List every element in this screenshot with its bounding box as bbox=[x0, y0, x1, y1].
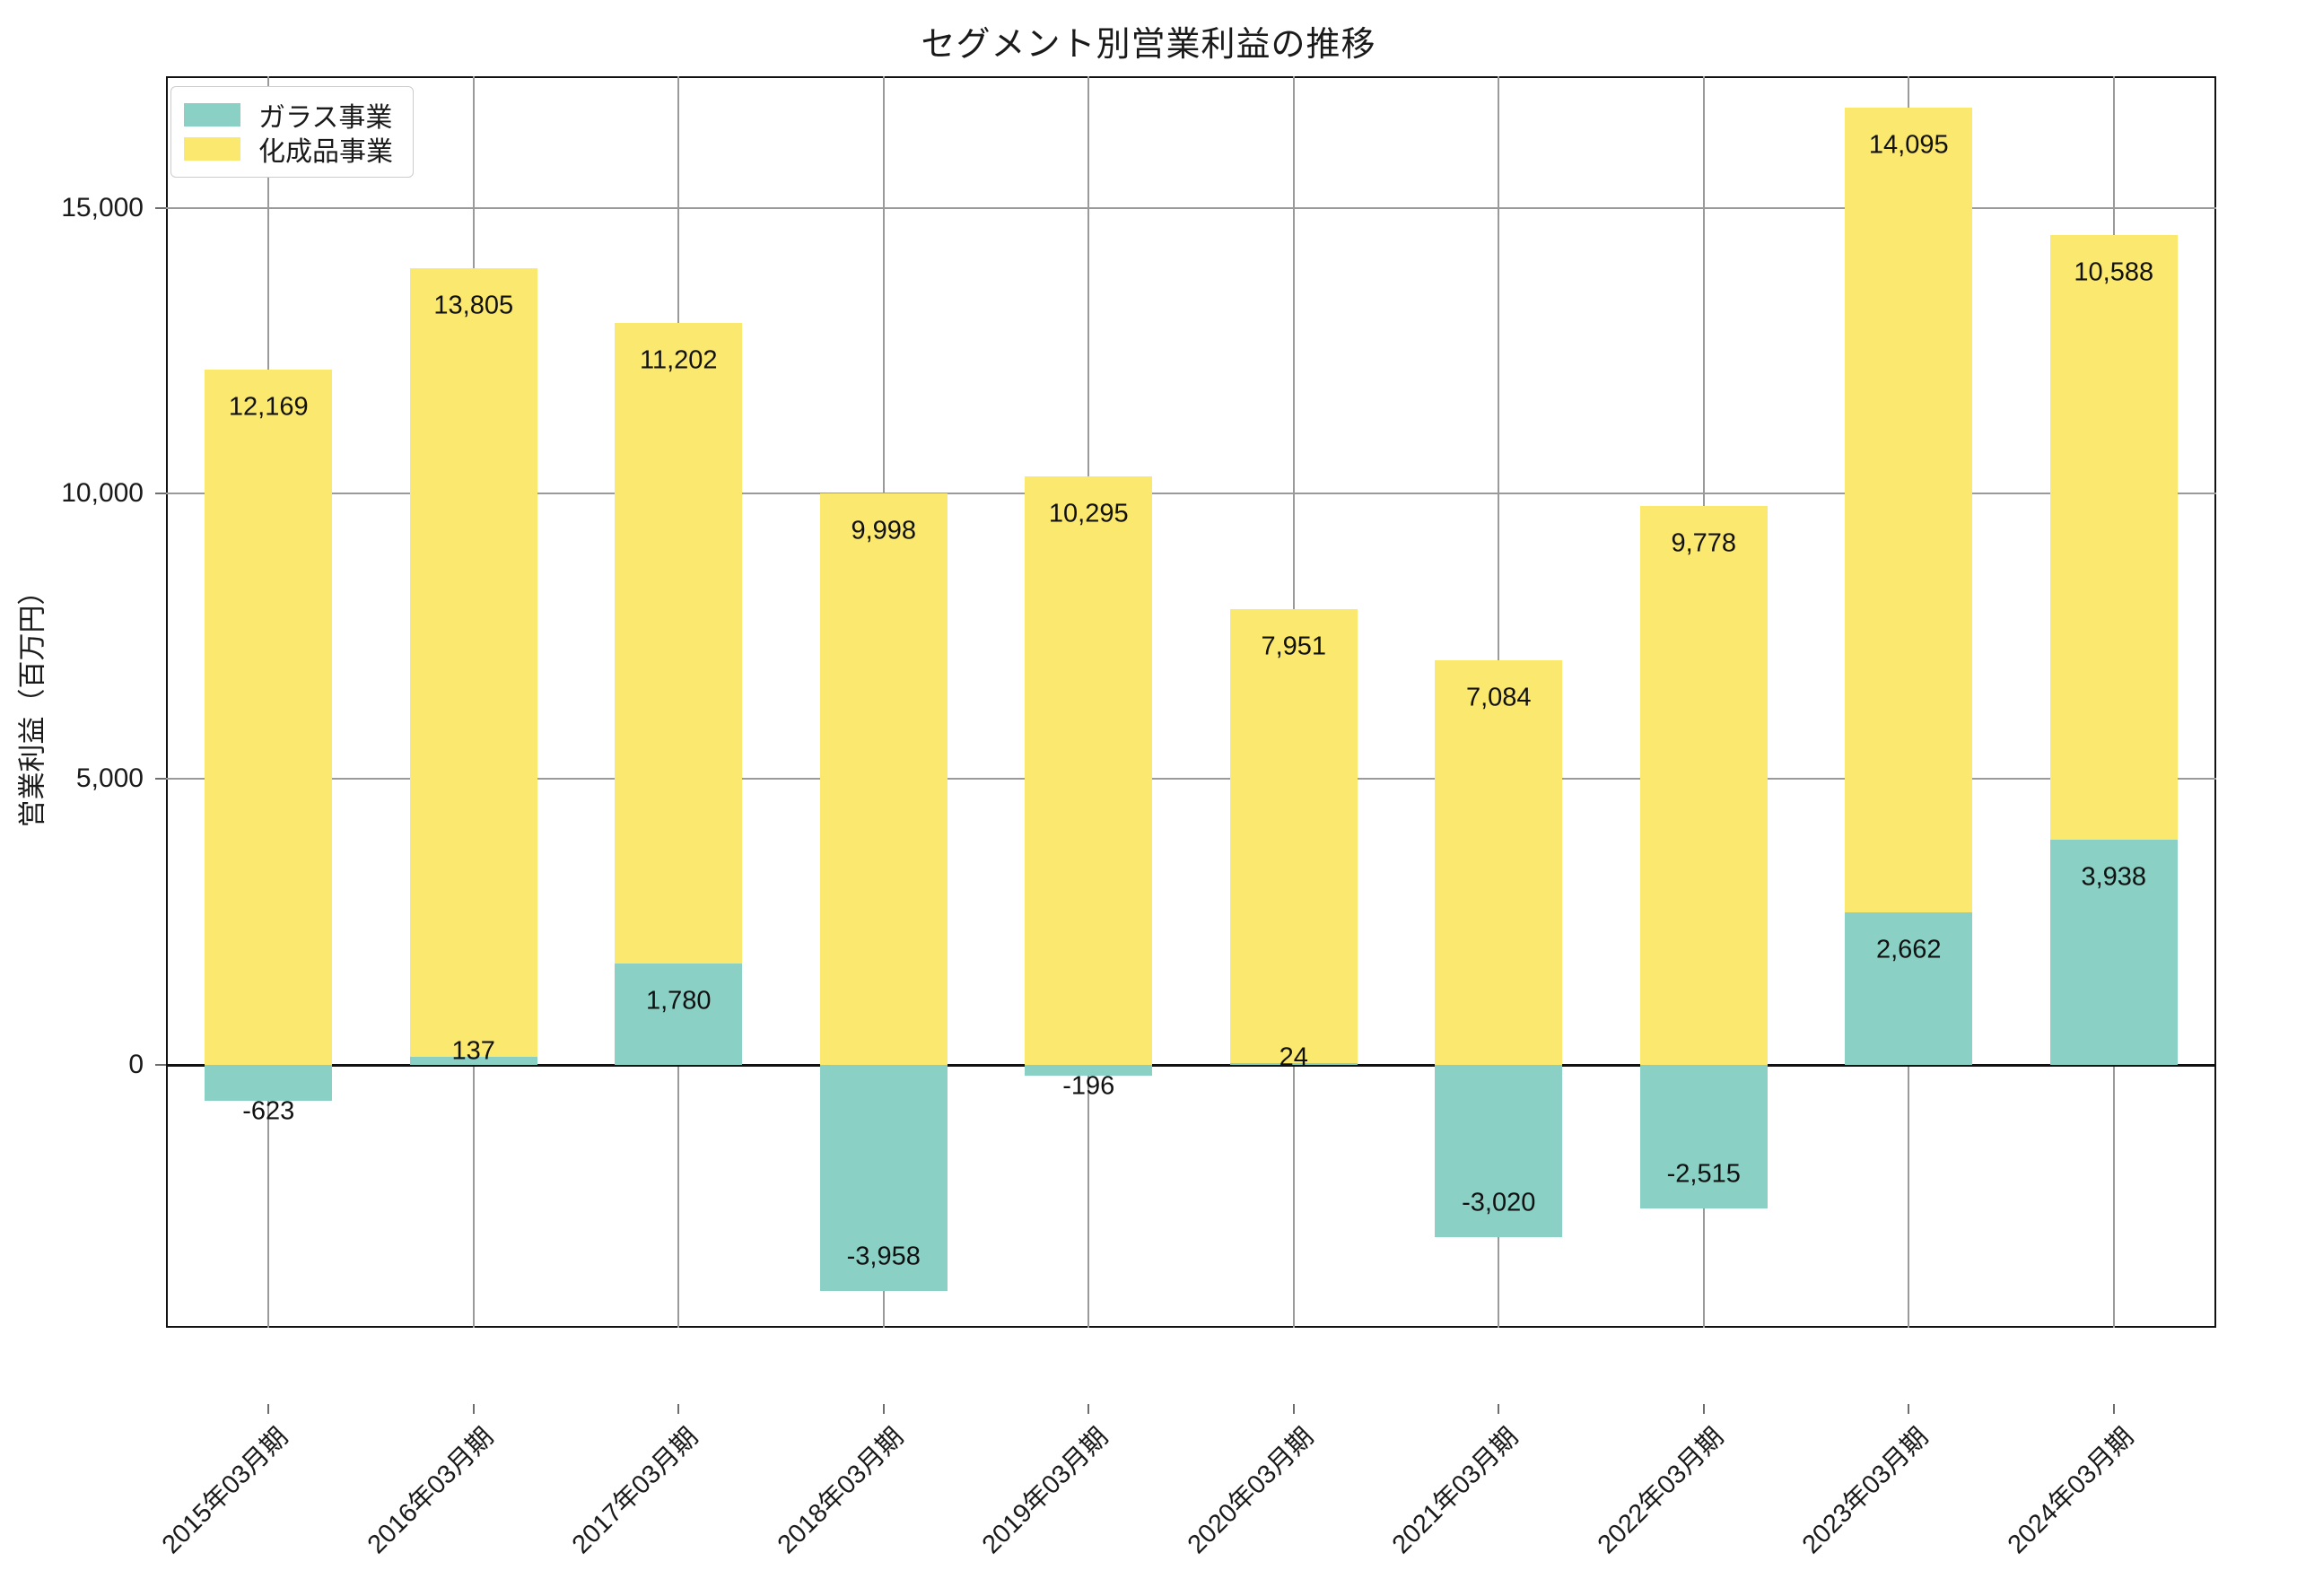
legend-item-chemical[interactable]: 化成品事業 bbox=[184, 132, 393, 167]
y-axis-tick-mark bbox=[155, 493, 166, 494]
bar-value-label-glass: -3,020 bbox=[1462, 1188, 1536, 1217]
bar-value-label-chemical: 7,084 bbox=[1465, 683, 1532, 712]
bar-value-label-glass: 2,662 bbox=[1875, 935, 1942, 964]
y-axis-tick-label: 0 bbox=[128, 1049, 144, 1079]
x-axis-tick-label: 2024年03月期 bbox=[2002, 1422, 2140, 1560]
chart-page: セグメント別営業利益の推移 0 5,000 10,000 15,000 営業利益（百万円… bbox=[16, 26, 2216, 1560]
x-axis-tick-mark bbox=[1087, 1404, 1090, 1414]
bar-value-label-glass: 24 bbox=[1279, 1042, 1308, 1072]
bar-segment-glass[interactable] bbox=[1435, 1064, 1563, 1238]
bar-segment-glass[interactable] bbox=[2049, 840, 2178, 1065]
bar-segment-glass[interactable] bbox=[1025, 1064, 1153, 1077]
bar-segment-chemical[interactable] bbox=[1845, 107, 1973, 913]
x-axis-tick-label: 2023年03月期 bbox=[1796, 1422, 1935, 1560]
x-axis-tick-label: 2018年03月期 bbox=[772, 1422, 910, 1560]
bar-segment-glass[interactable] bbox=[615, 963, 743, 1065]
x-axis-tick-mark bbox=[1498, 1404, 1500, 1414]
bar-segment-chemical[interactable] bbox=[615, 323, 743, 964]
y-axis-tick-label: 10,000 bbox=[61, 478, 144, 508]
bar-segment-glass[interactable] bbox=[1845, 912, 1973, 1065]
bar-value-label-glass: 1,780 bbox=[645, 986, 712, 1016]
bar-value-label-glass: -196 bbox=[1062, 1071, 1115, 1101]
bar-segment-glass[interactable] bbox=[205, 1064, 333, 1101]
bar-value-label-chemical: 14,095 bbox=[1868, 130, 1949, 160]
gridline-horizontal bbox=[166, 778, 2216, 781]
legend-label-glass: ガラス事業 bbox=[258, 103, 393, 133]
x-axis-tick-label: 2015年03月期 bbox=[156, 1422, 294, 1560]
bar-value-label-chemical: 10,588 bbox=[2074, 257, 2154, 287]
bar-segment-chemical[interactable] bbox=[819, 493, 948, 1065]
x-axis-tick-mark bbox=[267, 1404, 270, 1414]
x-axis-tick-mark bbox=[1292, 1404, 1295, 1414]
x-axis-tick-label: 2019年03月期 bbox=[976, 1422, 1114, 1560]
y-axis-title: 営業利益（百万円） bbox=[16, 577, 48, 827]
x-axis-tick-label: 2022年03月期 bbox=[1592, 1422, 1730, 1560]
x-axis-tick-mark bbox=[677, 1404, 680, 1414]
bar-value-label-chemical: 7,951 bbox=[1261, 632, 1327, 661]
bar-segment-glass[interactable] bbox=[409, 1057, 537, 1065]
bar-segment-glass[interactable] bbox=[1229, 1063, 1358, 1065]
bar-value-label-glass: 137 bbox=[451, 1036, 495, 1066]
legend-label-chemical: 化成品事業 bbox=[258, 137, 393, 167]
gridline-horizontal bbox=[166, 493, 2216, 494]
legend-swatch-chemical-icon bbox=[184, 137, 240, 161]
y-axis-tick-mark bbox=[155, 1063, 166, 1066]
x-axis-tick-label: 2017年03月期 bbox=[566, 1422, 704, 1560]
bar-value-label-glass: -623 bbox=[242, 1096, 295, 1126]
bar-segment-chemical[interactable] bbox=[1639, 506, 1768, 1065]
legend-item-glass[interactable]: ガラス事業 bbox=[184, 98, 393, 133]
bar-value-label-glass: -3,958 bbox=[846, 1242, 921, 1271]
y-axis-tick-mark bbox=[155, 778, 166, 781]
bar-value-label-glass: -2,515 bbox=[1666, 1159, 1741, 1189]
x-axis-tick-label: 2021年03月期 bbox=[1386, 1422, 1524, 1560]
bar-segment-chemical[interactable] bbox=[1229, 608, 1358, 1064]
bar-value-label-glass: 3,938 bbox=[2081, 862, 2147, 892]
x-axis-tick-label: 2020年03月期 bbox=[1182, 1422, 1320, 1560]
bar-value-label-chemical: 13,805 bbox=[433, 291, 514, 320]
bar-segment-chemical[interactable] bbox=[1025, 476, 1153, 1065]
zero-baseline bbox=[166, 1063, 2216, 1067]
bar-value-label-chemical: 10,295 bbox=[1048, 499, 1129, 528]
bar-value-label-chemical: 9,998 bbox=[851, 516, 917, 545]
x-axis-tick-mark bbox=[1702, 1404, 1705, 1414]
gridline-horizontal bbox=[166, 206, 2216, 209]
page-title: セグメント別営業利益の推移 bbox=[921, 26, 1376, 64]
x-axis-tick-label: 2016年03月期 bbox=[362, 1422, 500, 1560]
bar-segment-chemical[interactable] bbox=[1435, 659, 1563, 1065]
legend-swatch-glass-icon bbox=[184, 103, 240, 126]
bar-segment-chemical[interactable] bbox=[205, 369, 333, 1065]
x-axis-tick-mark bbox=[2112, 1404, 2115, 1414]
y-axis-tick-mark bbox=[155, 206, 166, 209]
y-axis-tick-label: 15,000 bbox=[61, 192, 144, 222]
bar-value-label-chemical: 11,202 bbox=[639, 345, 718, 375]
bar-segment-glass[interactable] bbox=[1639, 1064, 1768, 1209]
x-axis-tick-mark bbox=[882, 1404, 885, 1414]
x-axis-tick-mark bbox=[472, 1404, 475, 1414]
bar-segment-chemical[interactable] bbox=[2049, 234, 2178, 841]
bar-value-label-chemical: 12,169 bbox=[228, 392, 309, 422]
y-axis-tick-label: 5,000 bbox=[75, 763, 144, 794]
bar-segment-chemical[interactable] bbox=[409, 267, 537, 1058]
x-axis-tick-mark bbox=[1908, 1404, 1910, 1414]
plot-border bbox=[166, 76, 2216, 1328]
bar-value-label-chemical: 9,778 bbox=[1671, 528, 1737, 558]
plot-area: 0 5,000 10,000 15,000 営業利益（百万円） 12,169 -623 201… bbox=[17, 76, 2216, 1559]
bar-segment-glass[interactable] bbox=[819, 1064, 948, 1292]
chart-legend: ガラス事業 化成品事業 bbox=[170, 86, 414, 178]
